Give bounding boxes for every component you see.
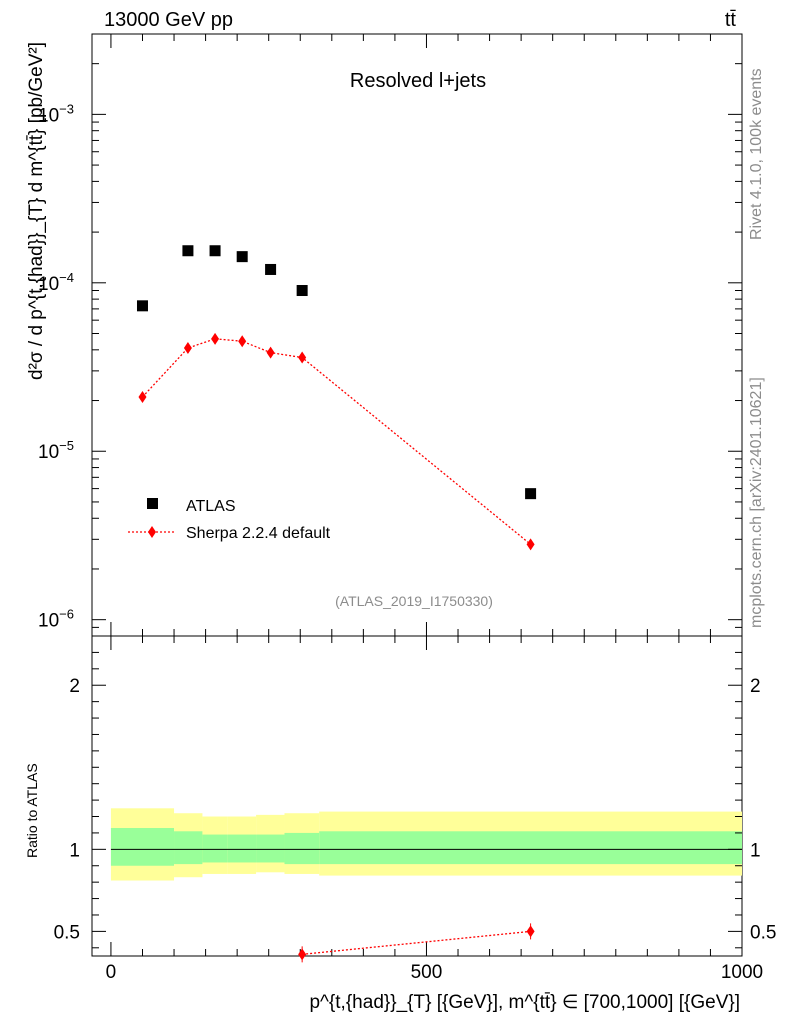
ratio-band-inner bbox=[174, 831, 203, 865]
atlas-point bbox=[182, 245, 194, 257]
ratio-y-axis-label: Ratio to ATLAS bbox=[24, 763, 40, 858]
main-y-tick-label: 10−4 bbox=[38, 270, 74, 295]
atlas-point bbox=[209, 245, 221, 257]
ratio-point bbox=[526, 925, 535, 938]
ratio-plot-frame bbox=[91, 635, 743, 957]
atlas-point bbox=[296, 285, 308, 297]
main-y-tick-label: 10−5 bbox=[38, 438, 74, 463]
x-tick-label: 1000 bbox=[721, 962, 763, 983]
data-series bbox=[136, 245, 537, 551]
plot-title: Resolved l+jets bbox=[350, 70, 486, 92]
sherpa-point bbox=[183, 342, 192, 355]
ratio-y-tick-label-right: 2 bbox=[750, 676, 761, 697]
ratio-band-inner bbox=[284, 832, 320, 865]
atlas-point bbox=[265, 263, 277, 275]
ratio-y-tick-label-right: 0.5 bbox=[750, 922, 776, 943]
sherpa-point bbox=[238, 335, 247, 348]
ratio-y-tick-label-left: 0.5 bbox=[54, 922, 80, 943]
rivet-version-label: Rivet 4.1.0, 100k events bbox=[748, 68, 765, 240]
ratio-y-tick-label-left: 1 bbox=[69, 840, 80, 861]
sherpa-point bbox=[526, 538, 535, 551]
main-y-tick-label: 10−6 bbox=[38, 607, 74, 632]
sherpa-point bbox=[298, 351, 307, 364]
sherpa-point bbox=[211, 332, 220, 345]
main-y-axis-label: d²σ / d p^{t,{had}}_{T} d m^{tt̄} [pb/Ge… bbox=[26, 42, 47, 380]
x-tick-label: 0 bbox=[106, 962, 117, 983]
ratio-line bbox=[302, 930, 531, 956]
analysis-id: (ATLAS_2019_I1750330) bbox=[335, 593, 493, 609]
process-label: tt̄ bbox=[725, 9, 737, 31]
energy-label: 13000 GeV pp bbox=[104, 9, 233, 31]
x-tick-label: 500 bbox=[411, 962, 443, 983]
legend-sherpa-label: Sherpa 2.2.4 default bbox=[186, 525, 331, 542]
sherpa-point bbox=[138, 390, 147, 403]
ratio-band-inner bbox=[110, 828, 175, 866]
main-plot-frame bbox=[91, 33, 743, 637]
atlas-point bbox=[236, 251, 248, 263]
atlas-point bbox=[525, 488, 537, 500]
legend-sherpa-marker bbox=[148, 526, 156, 538]
sherpa-point bbox=[266, 346, 275, 359]
ratio-point bbox=[298, 948, 307, 961]
mcplots-label: mcplots.cern.ch [arXiv:2401.10621] bbox=[748, 377, 765, 628]
legend-atlas-label: ATLAS bbox=[186, 498, 236, 515]
ratio-band-inner bbox=[256, 834, 285, 863]
legend: ATLAS Sherpa 2.2.4 default bbox=[128, 498, 331, 542]
ratio-band-inner bbox=[319, 831, 742, 865]
ratio-band-inner bbox=[227, 834, 257, 863]
main-y-tick-label: 10−3 bbox=[38, 101, 74, 126]
ratio-y-tick-label-left: 2 bbox=[69, 676, 80, 697]
ratio-y-axis-ticks: 0.5 0.5 1 1 2 2 bbox=[54, 651, 776, 949]
x-axis-ticks: 0 500 1000 bbox=[106, 34, 763, 983]
ratio-band-inner bbox=[202, 834, 228, 863]
main-y-axis-ticks: 10−3 10−4 10−5 10−6 bbox=[38, 33, 742, 637]
ratio-series bbox=[298, 923, 535, 963]
x-axis-label: p^{t,{had}}_{T} [{GeV}], m^{tt̄} ∈ [700,… bbox=[309, 992, 740, 1013]
ratio-uncertainty-bands bbox=[110, 808, 742, 881]
atlas-point bbox=[136, 300, 148, 312]
ratio-y-tick-label-right: 1 bbox=[750, 840, 761, 861]
legend-atlas-marker bbox=[147, 498, 158, 509]
